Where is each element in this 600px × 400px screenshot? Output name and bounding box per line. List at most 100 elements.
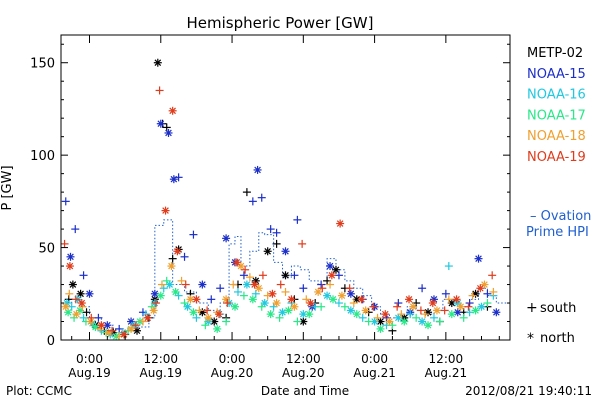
point-north [157,292,165,300]
point-north [222,234,230,242]
x-tick-sublabel: Aug.21 [353,366,396,380]
point-north [385,318,393,326]
point-south [412,314,420,322]
point-south [158,281,166,289]
point-south [293,318,301,326]
point-south [488,271,496,279]
point-north [144,314,152,322]
point-south [466,308,474,316]
point-north [105,329,113,337]
point-north [273,299,281,307]
x-tick-sublabel: Aug.21 [425,366,468,380]
point-south [240,292,248,300]
point-south [277,281,285,289]
x-tick-label: 0:00 [219,352,246,366]
series-metp-02 [65,59,492,339]
point-north [400,318,408,326]
point-north [249,295,257,303]
point-south [229,281,237,289]
legend-entry: NOAA-15 [527,67,586,82]
point-south [359,314,367,322]
point-north [448,310,456,318]
point-north [282,271,290,279]
point-north [167,262,175,270]
point-south [222,318,230,326]
point-south [460,314,468,322]
point-north [78,299,86,307]
point-north [66,262,74,270]
point-south [464,303,472,311]
x-axis: 0:00Aug.1912:00Aug.190:00Aug.2012:00Aug.… [68,35,499,380]
ovation-label-line2: Prime HPI [526,225,589,240]
point-north [429,299,437,307]
point-north [477,303,485,311]
point-north [326,262,334,270]
point-north [233,258,241,266]
point-south [189,231,197,239]
point-south [369,303,377,311]
point-north [154,59,162,67]
point-north [268,290,276,298]
y-tick-label: 150 [30,57,55,72]
series-legend: METP-02NOAA-15NOAA-16NOAA-17NOAA-18NOAA-… [527,46,586,165]
point-north [192,295,200,303]
series-noaa-17 [64,277,491,340]
x-tick-label: 12:00 [143,352,178,366]
point-south [94,314,102,322]
point-north [329,295,337,303]
footer-timestamp: 2012/08/21 19:40:11 [465,384,592,398]
footer-left: Plot: CCMC [6,384,72,398]
chart-title: Hemispheric Power [GW] [187,14,374,32]
point-north [198,281,206,289]
legend-entry: NOAA-19 [527,150,586,165]
point-north [290,303,298,311]
point-south [282,288,290,296]
y-tick-label: 50 [38,242,55,257]
point-south [156,86,164,94]
legend-entry: NOAA-18 [527,129,586,144]
point-north [381,310,389,318]
point-south [341,303,349,311]
point-south [71,225,79,233]
point-south [259,271,267,279]
point-south [243,188,251,196]
point-north [120,330,128,338]
point-north [254,166,262,174]
point-north [127,325,135,333]
point-north [362,306,370,314]
point-north [164,129,172,137]
x-tick-label: 12:00 [286,352,321,366]
point-south [160,284,168,292]
hemispheric-power-chart: Hemispheric Power [GW] 050100150 0:00Aug… [0,0,600,400]
x-tick-sublabel: Aug.20 [211,366,254,380]
point-south [175,173,183,181]
point-north [347,290,355,298]
point-south [489,288,497,296]
point-north [433,306,441,314]
point-north [305,310,313,318]
point-north [457,303,465,311]
point-north [243,281,251,289]
south-label: south [540,301,576,316]
point-north [69,281,77,289]
point-north [405,295,413,303]
x-tick-label: 0:00 [361,352,388,366]
ovation-label-line1: – Ovation [530,209,591,224]
x-axis-label: Date and Time [261,384,349,398]
point-south [317,281,325,289]
point-south [246,273,254,281]
x-tick-sublabel: Aug.19 [140,366,183,380]
x-tick-sublabel: Aug.19 [68,366,111,380]
point-south [249,197,257,205]
point-south [298,240,306,248]
point-south [418,284,426,292]
point-south [203,306,211,314]
point-south [234,288,242,296]
marker-legend-south: + south [526,300,576,316]
point-south [267,225,275,233]
legend-entry: NOAA-17 [527,108,586,123]
point-north [162,207,170,215]
point-south [466,299,474,307]
point-north [67,253,75,261]
point-north [157,120,165,128]
